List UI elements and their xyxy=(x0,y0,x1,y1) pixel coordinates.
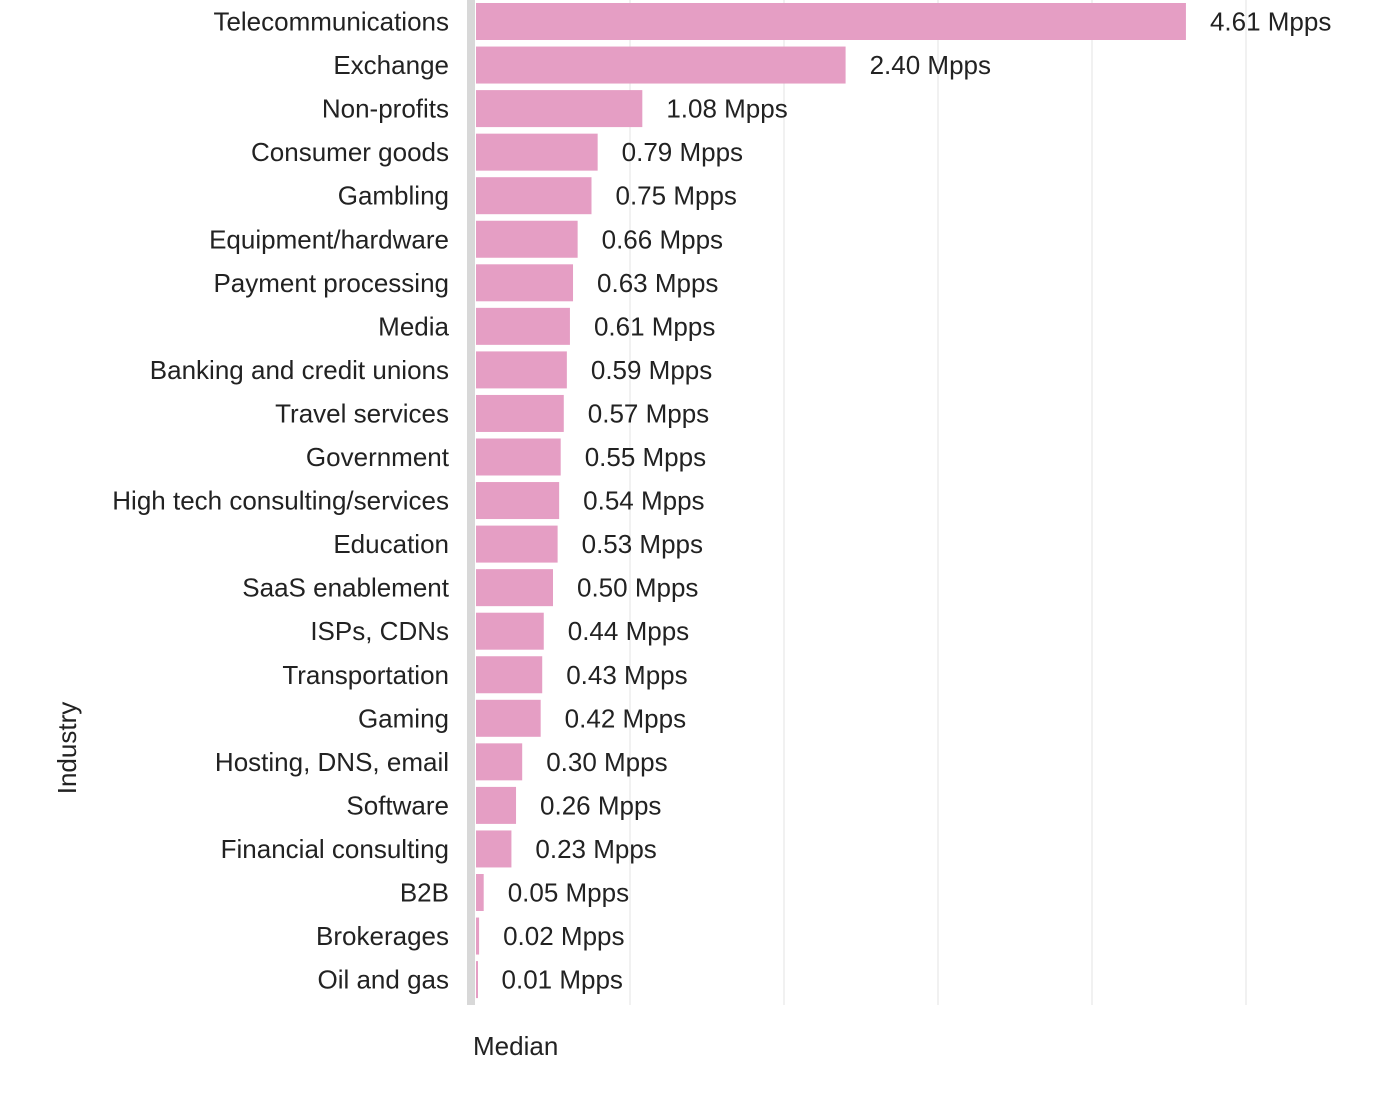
x-axis-title: Median xyxy=(473,1031,558,1061)
bar xyxy=(476,394,564,432)
value-label: 1.08 Mpps xyxy=(666,94,787,124)
category-label: Software xyxy=(346,790,449,820)
value-label: 0.42 Mpps xyxy=(565,703,686,733)
bar xyxy=(476,90,643,128)
value-label: 0.63 Mpps xyxy=(597,268,718,298)
category-label: Transportation xyxy=(282,660,449,690)
category-label: SaaS enablement xyxy=(242,573,449,603)
value-label: 0.05 Mpps xyxy=(508,878,629,908)
y-axis-baseline xyxy=(467,0,475,1005)
value-label: 0.59 Mpps xyxy=(591,355,712,385)
value-label: 0.75 Mpps xyxy=(616,181,737,211)
category-label: Government xyxy=(306,442,450,472)
bar xyxy=(476,264,574,302)
value-label: 0.30 Mpps xyxy=(546,747,667,777)
bar xyxy=(476,220,578,258)
value-label: 0.01 Mpps xyxy=(502,965,623,995)
bar xyxy=(476,3,1186,40)
category-label: Equipment/hardware xyxy=(209,224,449,254)
category-label: Education xyxy=(333,529,449,559)
bar xyxy=(476,351,567,389)
category-label: Telecommunications xyxy=(213,7,449,37)
bar xyxy=(476,525,558,563)
category-label: Gaming xyxy=(358,703,449,733)
value-label: 0.02 Mpps xyxy=(503,921,624,951)
bar xyxy=(476,917,480,955)
bar xyxy=(476,307,570,345)
value-label: 0.23 Mpps xyxy=(535,834,656,864)
value-label: 0.26 Mpps xyxy=(540,790,661,820)
bar xyxy=(476,569,553,607)
value-label: 2.40 Mpps xyxy=(870,50,991,80)
value-label: 0.53 Mpps xyxy=(582,529,703,559)
bar xyxy=(476,612,544,650)
category-label: Consumer goods xyxy=(251,137,449,167)
value-label: 0.79 Mpps xyxy=(622,137,743,167)
value-label: 0.61 Mpps xyxy=(594,311,715,341)
bars xyxy=(476,3,1186,999)
category-label: Payment processing xyxy=(213,268,449,298)
bar xyxy=(476,961,478,999)
category-label: Non-profits xyxy=(322,94,449,124)
bar xyxy=(476,874,484,911)
bar xyxy=(476,830,512,868)
value-label: 0.44 Mpps xyxy=(568,616,689,646)
value-label: 0.50 Mpps xyxy=(577,573,698,603)
value-label: 0.43 Mpps xyxy=(566,660,687,690)
value-labels: 4.61 Mpps 2.40 Mpps 1.08 Mpps 0.79 Mpps 0.75… xyxy=(502,7,1332,995)
bar xyxy=(476,786,517,824)
value-label: 0.66 Mpps xyxy=(602,224,723,254)
bar xyxy=(476,46,846,84)
category-label: Gambling xyxy=(338,181,449,211)
bar xyxy=(476,133,598,171)
category-label: Financial consulting xyxy=(221,834,449,864)
category-labels: Telecommunications Exchange Non-profits Con… xyxy=(112,7,449,995)
bar xyxy=(476,438,561,476)
value-label: 0.57 Mpps xyxy=(588,398,709,428)
category-label: Exchange xyxy=(333,50,449,80)
category-label: Banking and credit unions xyxy=(150,355,449,385)
bar xyxy=(476,482,560,520)
category-label: Brokerages xyxy=(316,921,449,951)
gridlines xyxy=(629,0,1247,1005)
value-label: 0.54 Mpps xyxy=(583,486,704,516)
value-label: 4.61 Mpps xyxy=(1210,7,1331,37)
category-label: High tech consulting/services xyxy=(112,486,449,516)
bar xyxy=(476,743,523,781)
category-label: Oil and gas xyxy=(317,965,449,995)
bar xyxy=(476,177,592,215)
y-axis-title: Industry xyxy=(52,702,82,795)
bar xyxy=(476,656,543,694)
category-label: Hosting, DNS, email xyxy=(215,747,449,777)
category-label: ISPs, CDNs xyxy=(310,616,449,646)
category-label: Media xyxy=(378,311,449,341)
category-label: Travel services xyxy=(275,398,449,428)
category-label: B2B xyxy=(400,878,449,908)
value-label: 0.55 Mpps xyxy=(585,442,706,472)
bar xyxy=(476,699,541,737)
